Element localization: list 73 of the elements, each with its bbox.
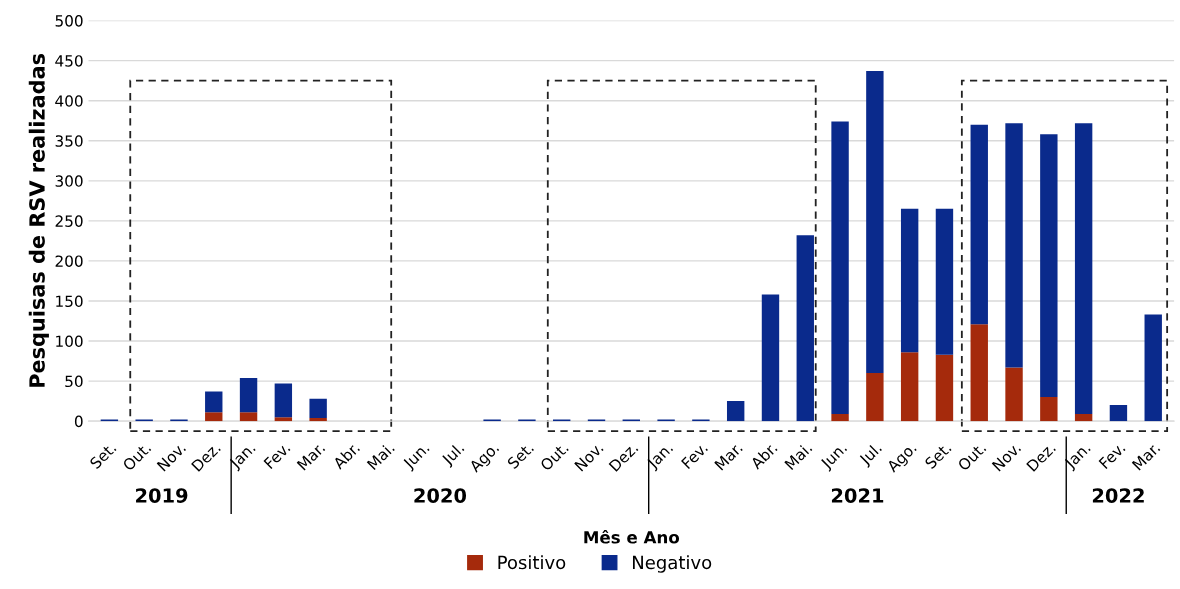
x-tick-label: Ago. — [885, 442, 919, 476]
bar — [1005, 367, 1023, 422]
y-tick-label: 250 — [55, 215, 83, 227]
y-tick-label: 50 — [65, 375, 83, 388]
bar — [1040, 397, 1058, 422]
y-axis-title: Pesquisas de RSV realizadas — [28, 53, 49, 387]
x-tick-label: Dez. — [1026, 442, 1057, 472]
x-tick-label: Out. — [957, 441, 987, 472]
bar — [900, 352, 919, 422]
x-tick-label: Mai. — [366, 441, 395, 471]
bar — [1144, 314, 1162, 422]
bar — [205, 391, 223, 413]
y-tick-label: 200 — [55, 255, 83, 267]
bar — [309, 417, 327, 422]
x-tick-label: Ago. — [468, 442, 502, 476]
bar — [935, 208, 954, 355]
x-tick-label: Jun. — [401, 442, 432, 472]
x-tick-label: Jan. — [228, 442, 258, 472]
x-tick-label: Out. — [539, 441, 569, 472]
y-tick-label: 300 — [55, 175, 83, 187]
x-tick-label: Jul. — [857, 441, 885, 468]
bar — [1109, 405, 1128, 422]
bar — [970, 324, 988, 422]
x-tick-label: Fev. — [263, 442, 291, 470]
y-tick-label: 500 — [55, 15, 83, 27]
x-tick-label: Out. — [121, 441, 152, 472]
bar — [205, 412, 223, 422]
bar — [1074, 413, 1093, 422]
bar — [1005, 123, 1023, 368]
legend-label: Negativo — [632, 555, 712, 573]
x-tick-label: Fev. — [681, 442, 709, 470]
text: 2022 — [1092, 488, 1144, 503]
bar — [1040, 134, 1058, 398]
bar — [831, 121, 849, 414]
x-tick-label: Abr. — [331, 441, 361, 470]
bar — [970, 124, 988, 325]
bar — [831, 413, 849, 422]
bar — [239, 412, 258, 422]
y-tick-label: 450 — [55, 55, 83, 67]
y-tick-label: 400 — [55, 95, 83, 107]
bar — [274, 383, 293, 418]
bar — [726, 401, 745, 422]
legend-label: Positivo — [498, 555, 566, 570]
x-tick-label: Jul. — [440, 441, 467, 468]
x-tick-label: Fev. — [1098, 442, 1126, 470]
bar — [761, 294, 780, 422]
x-tick-label: Abr. — [749, 441, 778, 470]
y-tick-label: 150 — [56, 295, 83, 307]
x-axis-title: Mês e Ano — [584, 530, 680, 544]
x-tick-label: Jan. — [645, 442, 676, 472]
bar — [866, 71, 884, 374]
bar — [935, 354, 954, 422]
bar — [274, 417, 293, 422]
x-tick-label: Jun. — [819, 442, 850, 472]
x-tick-label: Jan. — [1063, 442, 1093, 472]
bar — [309, 398, 327, 418]
bar — [900, 208, 919, 353]
x-tick-label: Set. — [89, 441, 117, 470]
bar — [1074, 123, 1093, 414]
bar — [866, 373, 884, 422]
y-tick-label: 100 — [56, 335, 83, 348]
y-tick-label: 0 — [74, 415, 83, 428]
x-tick-label: Set. — [924, 441, 952, 470]
bar — [239, 377, 258, 413]
x-tick-label: Set. — [506, 441, 535, 470]
x-tick-label: Mai. — [783, 441, 813, 471]
text: 2019 — [136, 488, 188, 503]
text: 2020 — [414, 488, 467, 503]
bar — [796, 235, 814, 422]
y-tick-label: 350 — [55, 135, 83, 147]
x-tick-label: Dez. — [191, 442, 221, 472]
x-tick-label: Dez. — [608, 442, 639, 472]
text: 2021 — [831, 488, 884, 503]
